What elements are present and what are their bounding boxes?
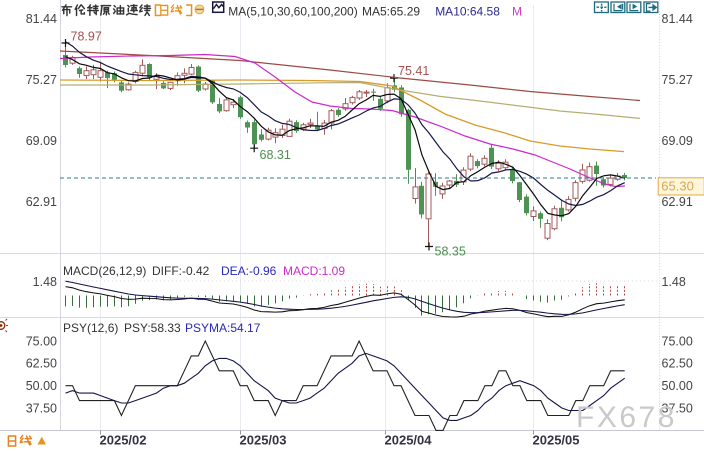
svg-text:PSYMA:54.17: PSYMA:54.17 xyxy=(185,321,261,335)
svg-text:MA5:65.29: MA5:65.29 xyxy=(362,5,420,19)
svg-text:75.41: 75.41 xyxy=(398,64,429,78)
svg-text:69.09: 69.09 xyxy=(26,134,57,148)
svg-text:FX678: FX678 xyxy=(576,401,677,434)
svg-text:62.50: 62.50 xyxy=(26,357,57,371)
svg-text:75.00: 75.00 xyxy=(26,334,57,348)
svg-text:1.48: 1.48 xyxy=(33,275,57,289)
svg-text:DEA:-0.96: DEA:-0.96 xyxy=(221,264,277,278)
svg-text:65.30: 65.30 xyxy=(661,179,694,194)
svg-text:75.27: 75.27 xyxy=(26,73,57,87)
svg-text:M: M xyxy=(512,5,522,19)
svg-text:DIFF:-0.42: DIFF:-0.42 xyxy=(152,264,210,278)
svg-text:MA10:64.58: MA10:64.58 xyxy=(435,5,500,19)
svg-text:78.97: 78.97 xyxy=(71,30,102,44)
svg-text:62.50: 62.50 xyxy=(662,357,693,371)
svg-text:37.50: 37.50 xyxy=(662,401,693,415)
svg-text:2025/05: 2025/05 xyxy=(533,433,580,448)
svg-text:2025/03: 2025/03 xyxy=(240,433,287,448)
svg-text:2025/02: 2025/02 xyxy=(100,433,147,448)
svg-text:68.31: 68.31 xyxy=(260,148,291,162)
svg-text:2025/04: 2025/04 xyxy=(385,433,433,448)
svg-text:50.00: 50.00 xyxy=(26,379,57,393)
svg-text:81.44: 81.44 xyxy=(662,12,693,26)
svg-text:1.48: 1.48 xyxy=(662,275,686,289)
svg-text:62.91: 62.91 xyxy=(662,195,693,209)
svg-text:75.27: 75.27 xyxy=(662,73,693,87)
svg-text:50.00: 50.00 xyxy=(662,379,693,393)
svg-text:69.09: 69.09 xyxy=(662,134,693,148)
svg-text:MACD(26,12,9): MACD(26,12,9) xyxy=(63,264,146,278)
svg-text:MA(5,10,30,60,100,200): MA(5,10,30,60,100,200) xyxy=(228,5,357,19)
svg-text:81.44: 81.44 xyxy=(26,12,57,26)
svg-text:PSY(12,6): PSY(12,6) xyxy=(63,321,118,335)
svg-text:MACD:1.09: MACD:1.09 xyxy=(283,264,345,278)
svg-text:58.35: 58.35 xyxy=(435,245,466,259)
svg-text:PSY:58.33: PSY:58.33 xyxy=(124,321,181,335)
svg-text:62.91: 62.91 xyxy=(26,195,57,209)
svg-text:37.50: 37.50 xyxy=(26,401,57,415)
svg-text:75.00: 75.00 xyxy=(662,334,693,348)
